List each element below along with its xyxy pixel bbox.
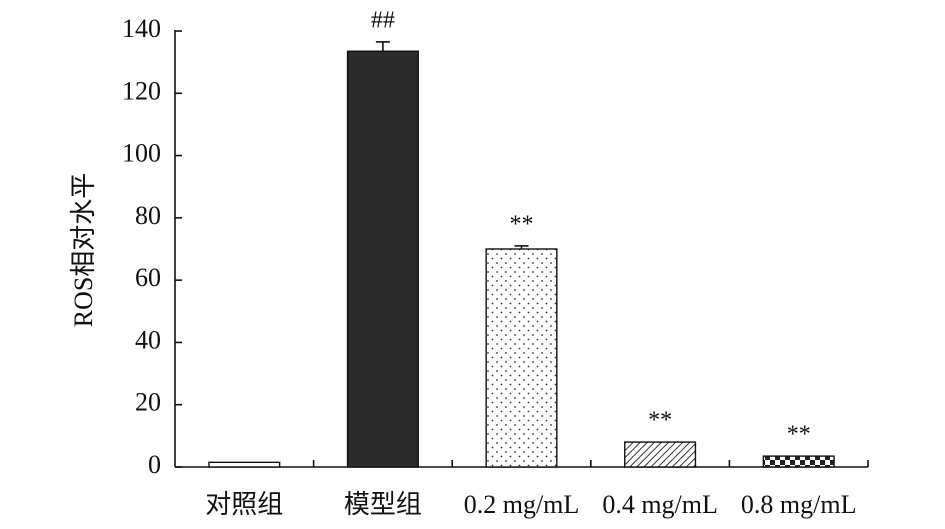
bar — [762, 455, 835, 468]
annotation: ## — [371, 7, 395, 33]
y-tick-label: 60 — [135, 263, 161, 292]
x-tick-label: 0.8 mg/mL — [741, 490, 857, 519]
x-tick-label: 模型组 — [344, 490, 422, 519]
bar — [624, 441, 697, 468]
y-tick-label: 120 — [122, 76, 161, 105]
annotation: ** — [787, 422, 811, 448]
y-tick-label: 80 — [135, 201, 161, 230]
annotation: ** — [648, 408, 672, 434]
y-tick-label: 100 — [122, 139, 161, 168]
y-tick-label: 140 — [122, 14, 161, 43]
bar — [485, 248, 558, 468]
x-tick-label: 对照组 — [205, 490, 283, 519]
x-tick-label: 0.2 mg/mL — [464, 490, 580, 519]
y-tick-label: 40 — [135, 325, 161, 354]
x-tick-label: 0.4 mg/mL — [602, 490, 718, 519]
y-axis-label: ROS相对水平 — [69, 173, 98, 328]
y-tick-label: 20 — [135, 388, 161, 417]
y-tick-label: 0 — [148, 450, 161, 479]
bar — [346, 50, 419, 468]
annotation: ** — [510, 211, 534, 237]
bar — [208, 461, 281, 468]
